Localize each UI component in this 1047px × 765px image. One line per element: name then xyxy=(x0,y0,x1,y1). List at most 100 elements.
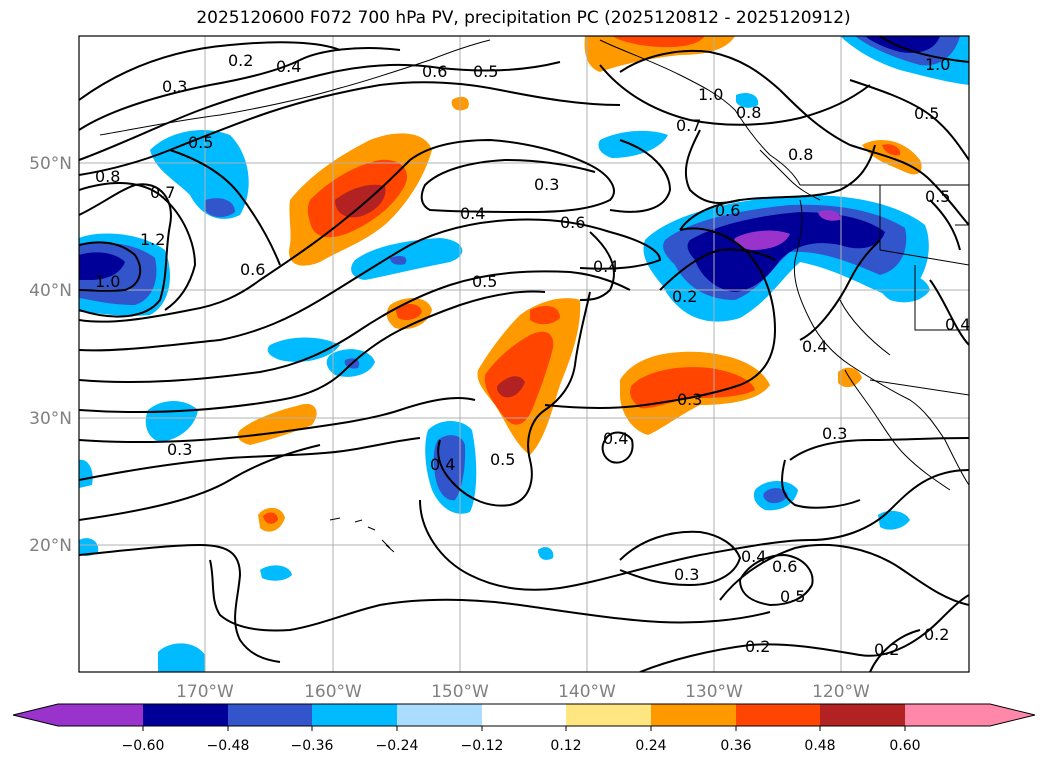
border-state-2 xyxy=(879,249,969,266)
colorbar-bin-3 xyxy=(312,704,397,726)
contour-label-0.8-a: 0.8 xyxy=(95,167,120,186)
colorbar-tick-label-0: −0.60 xyxy=(122,738,165,754)
pv-contour-39 xyxy=(684,129,741,204)
contour-label-0.7-a: 0.7 xyxy=(150,183,175,202)
contour-label-0.5-e: 0.5 xyxy=(925,187,950,206)
precip-negative-blob-13 xyxy=(878,274,930,303)
lon-tick-120w: 120°W xyxy=(812,682,870,702)
precip-negative-core-purple2 xyxy=(818,210,841,221)
lat-tick-50n: 50°N xyxy=(29,154,72,174)
colorbar-bin-0 xyxy=(58,704,143,726)
pv-contour-29 xyxy=(799,239,881,341)
contour-label-0.6-a: 0.6 xyxy=(422,62,447,81)
coastline-bc xyxy=(759,149,821,201)
colorbar-bin-2 xyxy=(228,704,312,726)
pv-contour-1 xyxy=(79,41,341,101)
contour-label-0.4-c: 0.4 xyxy=(593,257,618,276)
contour-label-0.3-f: 0.3 xyxy=(674,565,699,584)
colorbar-tick-label-4: −0.12 xyxy=(461,738,504,754)
colorbar-outline xyxy=(12,703,1036,727)
pv-contour-16 xyxy=(437,291,591,507)
pv-contour-6 xyxy=(79,182,197,311)
contour-label-0.5-g: 0.5 xyxy=(780,587,805,606)
map-layers xyxy=(79,36,969,672)
precip-positive-small-5-mid xyxy=(882,144,901,156)
precip-negative-west-core xyxy=(79,252,125,280)
precip-negative-blob-7 xyxy=(878,510,910,530)
precip-negative-blob-2 xyxy=(267,337,340,362)
precip-negative-blob-1-mid xyxy=(390,256,407,265)
colorbar-extend-low xyxy=(13,704,58,726)
pv-contour-8 xyxy=(169,149,281,266)
colorbar-extend-high xyxy=(990,704,1035,726)
lat-tick-30n: 30°N xyxy=(29,409,72,429)
border-us-mexico xyxy=(869,379,969,396)
colorbar-bin-4 xyxy=(397,704,482,726)
pv-contour-40 xyxy=(609,139,672,213)
pv-contour-4 xyxy=(79,81,621,176)
contour-label-1.0-a: 1.0 xyxy=(95,272,120,291)
precip-positive-baja xyxy=(838,367,862,388)
pv-contour-24 xyxy=(619,530,742,587)
colorbar-tick-label-9: 0.60 xyxy=(889,738,920,754)
precip-positive-mid-top xyxy=(530,306,560,325)
precip-negative-blob-5-mid xyxy=(433,435,466,501)
contour-label-0.4-f: 0.4 xyxy=(603,429,628,448)
coastlines xyxy=(99,39,969,553)
contour-label-0.5-d: 0.5 xyxy=(914,104,939,123)
contour-label-0.4-e: 0.4 xyxy=(945,315,970,334)
precip-negative-blob-1 xyxy=(351,238,463,280)
contour-label-0.5-b: 0.5 xyxy=(188,133,213,152)
pv-contour-38 xyxy=(929,279,969,346)
pv-contour-31 xyxy=(679,144,876,231)
contour-label-0.2-b: 0.2 xyxy=(672,287,697,306)
lon-tick-150w: 150°W xyxy=(431,682,489,702)
pv-contour-23 xyxy=(209,559,771,632)
contour-label-0.3-e: 0.3 xyxy=(167,440,192,459)
lon-tick-170w: 170°W xyxy=(176,682,234,702)
contour-label-0.5-a: 0.5 xyxy=(473,62,498,81)
precip-positive-east-mid xyxy=(630,367,755,409)
precip-negative-blob-12 xyxy=(79,538,99,556)
contour-label-0.2-c: 0.2 xyxy=(745,637,770,656)
pv-contour-21 xyxy=(781,459,861,509)
border-state-3 xyxy=(914,265,969,331)
contour-label-0.3-a: 0.3 xyxy=(162,77,187,96)
precip-negative-blob-11 xyxy=(79,459,93,488)
coastline-us-west xyxy=(793,199,969,486)
colorbar: −0.60 −0.48 −0.36 −0.24 −0.12 0.12 0.24 … xyxy=(12,703,1036,754)
precip-negative-blob-9 xyxy=(158,643,205,672)
contour-label-0.8-c: 0.8 xyxy=(788,145,813,164)
contour-label-0.6-b: 0.6 xyxy=(240,260,265,279)
colorbar-bin-8 xyxy=(736,704,820,726)
colorbar-tick-label-1: −0.48 xyxy=(207,738,250,754)
pv-contour-2 xyxy=(79,47,401,131)
contour-label-0.3-d: 0.3 xyxy=(822,424,847,443)
precip-positive-mid-core xyxy=(497,376,525,398)
contour-label-1.0-c: 1.0 xyxy=(925,55,950,74)
pv-contour-30 xyxy=(659,248,776,291)
pv-contour-22 xyxy=(79,543,281,663)
pv-contour-5 xyxy=(79,183,172,318)
contour-labels: 0.2 0.3 0.4 0.5 0.6 0.5 0.8 0.7 1.2 1.0 … xyxy=(95,51,970,659)
lon-tick-130w: 130°W xyxy=(685,682,743,702)
precip-positive-north-core xyxy=(335,184,386,218)
pv-contour-3 xyxy=(79,61,561,161)
colorbar-bin-7 xyxy=(651,704,736,726)
contour-label-0.7-b: 0.7 xyxy=(676,116,701,135)
contour-label-1.2: 1.2 xyxy=(140,230,165,249)
lat-ticks: 50°N 40°N 30°N 20°N xyxy=(29,154,72,556)
pv-contour-12 xyxy=(79,290,546,413)
contour-label-0.4-a: 0.4 xyxy=(276,57,301,76)
contour-label-0.2-e: 0.2 xyxy=(924,625,949,644)
lat-tick-20n: 20°N xyxy=(29,536,72,556)
contour-label-0.4-b: 0.4 xyxy=(460,204,485,223)
pv-contour-41 xyxy=(579,231,615,301)
pv-contour-20 xyxy=(789,437,969,461)
lat-tick-40n: 40°N xyxy=(29,281,72,301)
pv-contour-37 xyxy=(929,199,961,251)
contour-label-0.6-c: 0.6 xyxy=(560,213,585,232)
precip-negative-blob-15 xyxy=(538,547,554,560)
coastline-hawaii xyxy=(329,517,395,553)
